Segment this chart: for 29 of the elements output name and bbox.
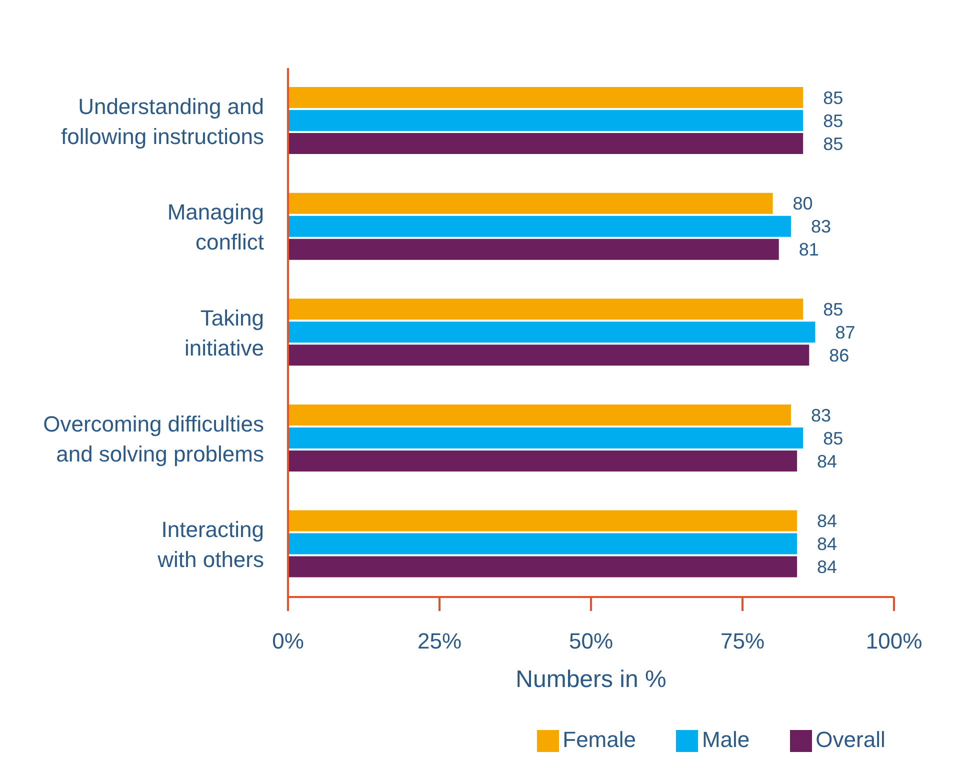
x-tick-label: 25% <box>417 628 462 654</box>
y-tick-label: Taking initiative <box>184 305 264 360</box>
data-label: 85 <box>823 88 844 108</box>
data-label: 83 <box>810 405 832 426</box>
legend-label: Overall <box>816 727 886 752</box>
x-tick-label: 0% <box>272 628 304 654</box>
x-tick-label: 75% <box>720 628 765 654</box>
y-tick-label: Understanding and following instructions <box>61 93 264 148</box>
y-tick-label: Managing conflict <box>167 199 264 254</box>
data-label: 80 <box>792 194 813 214</box>
data-label: 84 <box>817 511 838 532</box>
data-label: 83 <box>810 216 832 237</box>
y-tick-label: Interacting with others <box>156 516 264 572</box>
data-label: 85 <box>823 134 844 154</box>
legend-label: Male <box>702 727 750 752</box>
data-label: 81 <box>798 240 819 260</box>
legend-label: Female <box>562 727 636 752</box>
data-label: 85 <box>823 428 844 448</box>
data-label: 85 <box>823 110 844 131</box>
x-axis-title: Numbers in % <box>516 666 666 693</box>
data-label: 85 <box>823 300 844 320</box>
data-label: 86 <box>829 346 850 366</box>
data-label: 84 <box>817 557 838 578</box>
data-label: 84 <box>817 451 838 472</box>
x-tick-label: 50% <box>568 628 614 654</box>
data-label: 87 <box>835 322 856 343</box>
x-tick-label: 100% <box>866 628 922 654</box>
y-tick-label: Overcoming difficulties and solving problems <box>43 410 264 466</box>
data-label: 84 <box>817 534 838 554</box>
